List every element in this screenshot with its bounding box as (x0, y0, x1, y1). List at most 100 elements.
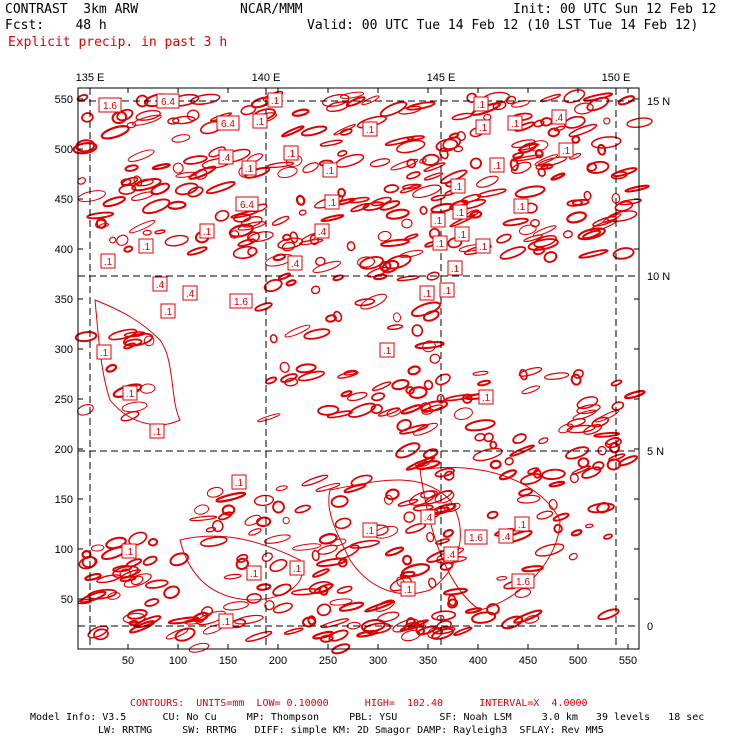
contour-cell (144, 598, 160, 607)
contour-cell (334, 517, 352, 530)
contour-label: .1 (246, 565, 262, 581)
field-title: Explicit precip. in past 3 h (8, 35, 228, 50)
svg-text:.1: .1 (518, 520, 527, 531)
contour-label: .1 (432, 235, 448, 251)
contour-cell (569, 152, 582, 160)
contour-cell (320, 618, 349, 629)
contour-label: .1 (252, 113, 268, 129)
contour-cell (408, 490, 436, 506)
contour-cell (74, 331, 98, 343)
contour-cell (332, 274, 344, 282)
contour-cell (282, 233, 292, 242)
contour-cell (86, 211, 115, 220)
contour-cell (435, 373, 451, 386)
contour-cell (453, 626, 473, 637)
contour-cell (576, 404, 601, 415)
contour-cell (84, 572, 102, 582)
contour-cell (496, 575, 508, 581)
contour-cell (205, 181, 236, 195)
contour-cell (375, 599, 396, 612)
contour-cell (312, 630, 334, 640)
contour-label: .1 (489, 157, 505, 173)
contour-cell (570, 529, 583, 537)
contour-cell (399, 249, 424, 258)
contour-cell (169, 552, 189, 567)
contour-cell (403, 621, 420, 631)
contour-cell (171, 134, 191, 143)
contour-cell (400, 404, 423, 415)
svg-text:.1: .1 (404, 585, 413, 596)
svg-text:.1: .1 (434, 216, 443, 227)
x-tick-label: 300 (369, 655, 387, 667)
contour-cell (423, 172, 444, 181)
contour-cell (277, 272, 291, 281)
contour-label: .1 (475, 119, 491, 135)
contour-cell (237, 221, 266, 231)
svg-text:.1: .1 (482, 393, 491, 404)
contour-cell (530, 218, 540, 228)
model-info-line2: LW: RRTMG SW: RRTMG DIFF: simple KM: 2D … (98, 725, 604, 736)
contour-cell (612, 247, 635, 260)
contour-label: .1 (473, 96, 489, 112)
contour-cell (535, 163, 549, 170)
contour-cell (371, 392, 386, 402)
contour-cell (423, 379, 434, 390)
svg-text:1.6: 1.6 (234, 297, 248, 308)
y-tick-label: 450 (55, 194, 73, 206)
contour-cell (136, 178, 154, 187)
contour-cell (330, 538, 347, 547)
svg-text:.1: .1 (104, 257, 113, 268)
svg-text:.1: .1 (203, 227, 212, 238)
contour-cell (461, 393, 473, 404)
contour-cell (563, 115, 586, 129)
contour-cell (476, 175, 499, 188)
contour-cell (524, 615, 540, 624)
contour-cell (281, 241, 296, 252)
contour-cell (246, 593, 262, 604)
contour-label: .1 (507, 115, 523, 131)
contour-cell (569, 473, 579, 484)
contour-cell (483, 432, 494, 443)
svg-text:.1: .1 (562, 146, 571, 157)
contour-cell (312, 568, 330, 578)
svg-text:.1: .1 (454, 182, 463, 193)
contour-cell (187, 186, 204, 198)
contour-cell (512, 433, 527, 445)
contour-cell (245, 630, 273, 642)
contour-cell (603, 117, 611, 125)
contour-label: .1 (478, 389, 494, 405)
svg-text:.1: .1 (493, 161, 502, 172)
contour-cell (412, 422, 439, 436)
contour-cell (408, 386, 428, 400)
contour-cell (105, 363, 118, 373)
contour-cell (386, 408, 402, 417)
contour-cell (406, 158, 417, 169)
contour-cell (392, 618, 419, 633)
svg-text:.1: .1 (458, 230, 467, 241)
contour-cell (504, 457, 514, 466)
contour-label: .4 (152, 276, 168, 292)
contour-cell (587, 502, 615, 514)
contour-cell (303, 328, 331, 340)
lon-label: 135 E (76, 72, 105, 84)
contour-cell (337, 370, 359, 379)
contour-cell (172, 115, 196, 125)
contour-cell (172, 162, 184, 174)
contour-cell (513, 609, 543, 624)
contour-cell (514, 185, 546, 199)
contour-cell (552, 512, 570, 522)
svg-text:.1: .1 (517, 202, 526, 213)
lon-label: 150 E (602, 72, 631, 84)
contour-cell (175, 171, 198, 178)
y-tick-label: 400 (55, 244, 73, 256)
contour-cell (401, 554, 413, 566)
contour-cell (123, 245, 134, 253)
contour-cell (397, 498, 419, 507)
contour-label: .1 (430, 212, 446, 228)
contour-cell (109, 236, 117, 244)
contour-cell (563, 89, 586, 104)
contour-label: .4 (314, 223, 330, 239)
contour-label: .1 (475, 238, 491, 254)
contour-label: 1.6 (464, 529, 488, 545)
contour-cell (167, 117, 180, 125)
